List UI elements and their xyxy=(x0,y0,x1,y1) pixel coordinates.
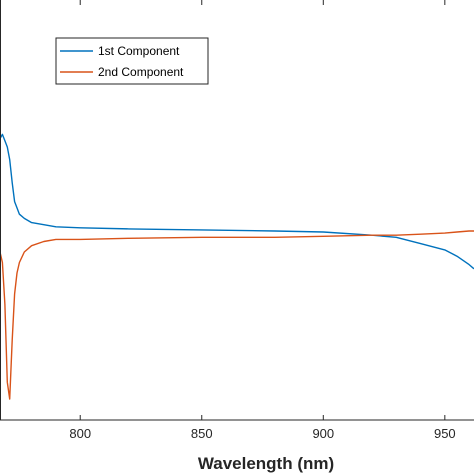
x-tick-label: 800 xyxy=(69,426,91,441)
legend-box xyxy=(55,37,209,85)
legend-label-2nd: 2nd Component xyxy=(98,65,184,79)
series-layer xyxy=(0,133,474,400)
x-axis-label: Wavelength (nm) xyxy=(198,454,334,473)
x-tick-label: 950 xyxy=(434,426,456,441)
tick-layer: 800 850 900 950 xyxy=(69,0,456,441)
legend: 1st Component 2nd Component xyxy=(55,37,209,85)
x-tick-label: 900 xyxy=(312,426,334,441)
series-line-1 xyxy=(0,133,474,270)
series-line-2 xyxy=(0,230,474,400)
x-tick-label: 850 xyxy=(191,426,213,441)
legend-label-1st: 1st Component xyxy=(98,44,180,58)
